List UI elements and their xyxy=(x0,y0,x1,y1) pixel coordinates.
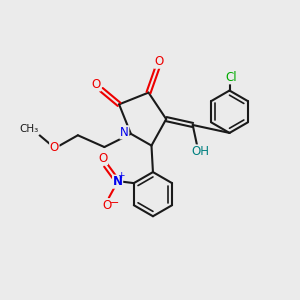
Text: −: − xyxy=(110,198,119,208)
Text: O: O xyxy=(103,199,112,212)
Text: O: O xyxy=(50,141,59,154)
Text: +: + xyxy=(117,171,125,180)
Text: O: O xyxy=(92,78,101,91)
Text: N: N xyxy=(112,175,123,188)
Text: Cl: Cl xyxy=(225,71,237,84)
Text: CH₃: CH₃ xyxy=(20,124,39,134)
Text: N: N xyxy=(120,126,129,139)
Text: O: O xyxy=(154,55,164,68)
Text: O: O xyxy=(98,152,107,165)
Text: OH: OH xyxy=(191,145,209,158)
